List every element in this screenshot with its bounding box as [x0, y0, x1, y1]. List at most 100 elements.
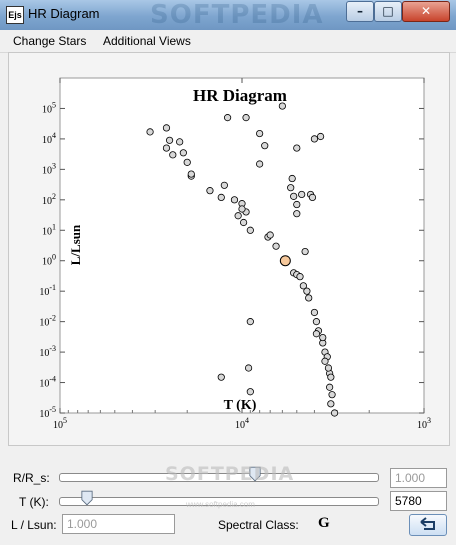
- star-point: [305, 294, 313, 302]
- star-point: [187, 170, 195, 178]
- star-point: [206, 187, 214, 195]
- y-tick-label: 10-1: [39, 283, 56, 298]
- y-tick-label: 10-2: [39, 314, 56, 329]
- star-point: [298, 190, 306, 199]
- title-bar[interactable]: Ejs HR Diagram SOFTPEDIA – □ ✕: [0, 0, 456, 31]
- menu-change-stars[interactable]: Change Stars: [13, 34, 87, 48]
- x-tick-label: 103: [417, 416, 431, 431]
- y-tick-label: 103: [42, 161, 56, 176]
- star-point: [239, 218, 248, 227]
- star-point: [326, 383, 334, 391]
- star-point: [272, 242, 280, 250]
- star-point: [293, 200, 301, 209]
- close-button[interactable]: ✕: [402, 1, 450, 22]
- y-tick-label: 105: [42, 100, 56, 115]
- star-point: [179, 149, 187, 157]
- star-point: [312, 318, 321, 326]
- star-point: [287, 184, 295, 192]
- temperature-slider-track[interactable]: [59, 497, 379, 506]
- star-point: [242, 114, 250, 122]
- star-point: [220, 181, 228, 189]
- y-tick-label: 102: [42, 192, 56, 207]
- star-point: [327, 400, 335, 408]
- star-point: [330, 409, 339, 417]
- window-title: HR Diagram: [28, 6, 100, 21]
- star-point: [303, 287, 311, 295]
- ejs-app-icon: Ejs: [6, 6, 24, 24]
- chart-title: HR Diagram: [193, 86, 287, 105]
- star-point: [293, 144, 301, 152]
- star-point: [321, 357, 329, 365]
- star-point: [256, 129, 264, 138]
- x-tick-label: 105: [53, 416, 67, 431]
- star-point: [217, 193, 225, 202]
- star-point: [230, 196, 239, 204]
- star-point: [327, 373, 335, 381]
- radius-value-field[interactable]: 1.000: [390, 468, 447, 488]
- return-arrow-icon: [420, 517, 435, 530]
- softpedia-watermark: SOFTPEDIA: [165, 463, 295, 485]
- temperature-slider-thumb[interactable]: [81, 490, 93, 506]
- temperature-value-field[interactable]: 5780: [390, 491, 447, 511]
- star-point: [310, 308, 319, 317]
- star-point: [244, 364, 253, 372]
- star-point: [238, 205, 246, 213]
- spectral-class-value: G: [318, 515, 330, 531]
- radius-slider-thumb[interactable]: [249, 466, 261, 482]
- star-point: [328, 391, 336, 399]
- star-point: [324, 364, 333, 372]
- maximize-button[interactable]: □: [374, 1, 402, 22]
- star-point: [261, 142, 269, 150]
- star-point: [319, 333, 327, 342]
- star-point: [310, 135, 319, 143]
- y-tick-label: 104: [42, 131, 56, 146]
- softpedia-url: www.softpedia.com: [186, 500, 255, 509]
- star-point: [301, 247, 309, 256]
- star-point: [290, 192, 298, 200]
- star-point: [165, 136, 174, 144]
- star-point: [288, 174, 296, 183]
- star-point: [278, 102, 286, 110]
- star-point: [296, 273, 304, 281]
- star-point: [183, 158, 191, 166]
- luminosity-value-field[interactable]: 1.000: [62, 514, 175, 534]
- star-point: [299, 282, 307, 290]
- star-point: [217, 373, 225, 381]
- star-point: [246, 226, 254, 234]
- star-point: [266, 231, 274, 239]
- menu-additional-views[interactable]: Additional Views: [103, 34, 191, 48]
- star-point: [256, 160, 264, 168]
- radius-label: R/R_s:: [13, 471, 50, 485]
- star-point: [234, 212, 242, 220]
- y-axis-label: L/Lsun: [68, 224, 83, 265]
- star-point: [308, 193, 317, 202]
- watermark: SOFTPEDIA: [150, 0, 324, 30]
- radius-slider-track[interactable]: [59, 473, 379, 482]
- reset-button[interactable]: [409, 514, 447, 536]
- star-point: [246, 388, 254, 396]
- star-point: [162, 124, 171, 132]
- y-tick-label: 10-3: [39, 344, 56, 359]
- spectral-class-label: Spectral Class:: [218, 518, 299, 532]
- y-tick-label: 101: [42, 222, 56, 237]
- x-axis-label: T (K): [224, 398, 257, 413]
- y-tick-label: 10-4: [39, 375, 56, 390]
- luminosity-label: L / Lsun:: [11, 518, 57, 532]
- star-point: [246, 318, 254, 326]
- star-point: [176, 138, 184, 146]
- star-point: [169, 151, 177, 159]
- star-point: [316, 132, 325, 141]
- star-point: [223, 114, 232, 122]
- star-point: [293, 210, 301, 218]
- temperature-label: T (K):: [19, 495, 49, 509]
- y-tick-label: 100: [42, 253, 56, 268]
- star-point: [312, 330, 321, 338]
- star-point: [146, 128, 154, 136]
- minimize-button[interactable]: –: [346, 1, 374, 22]
- star-point: [162, 144, 171, 152]
- sun-point[interactable]: [279, 255, 291, 267]
- x-tick-label: 104: [235, 416, 249, 431]
- y-tick-label: 10-5: [39, 405, 56, 420]
